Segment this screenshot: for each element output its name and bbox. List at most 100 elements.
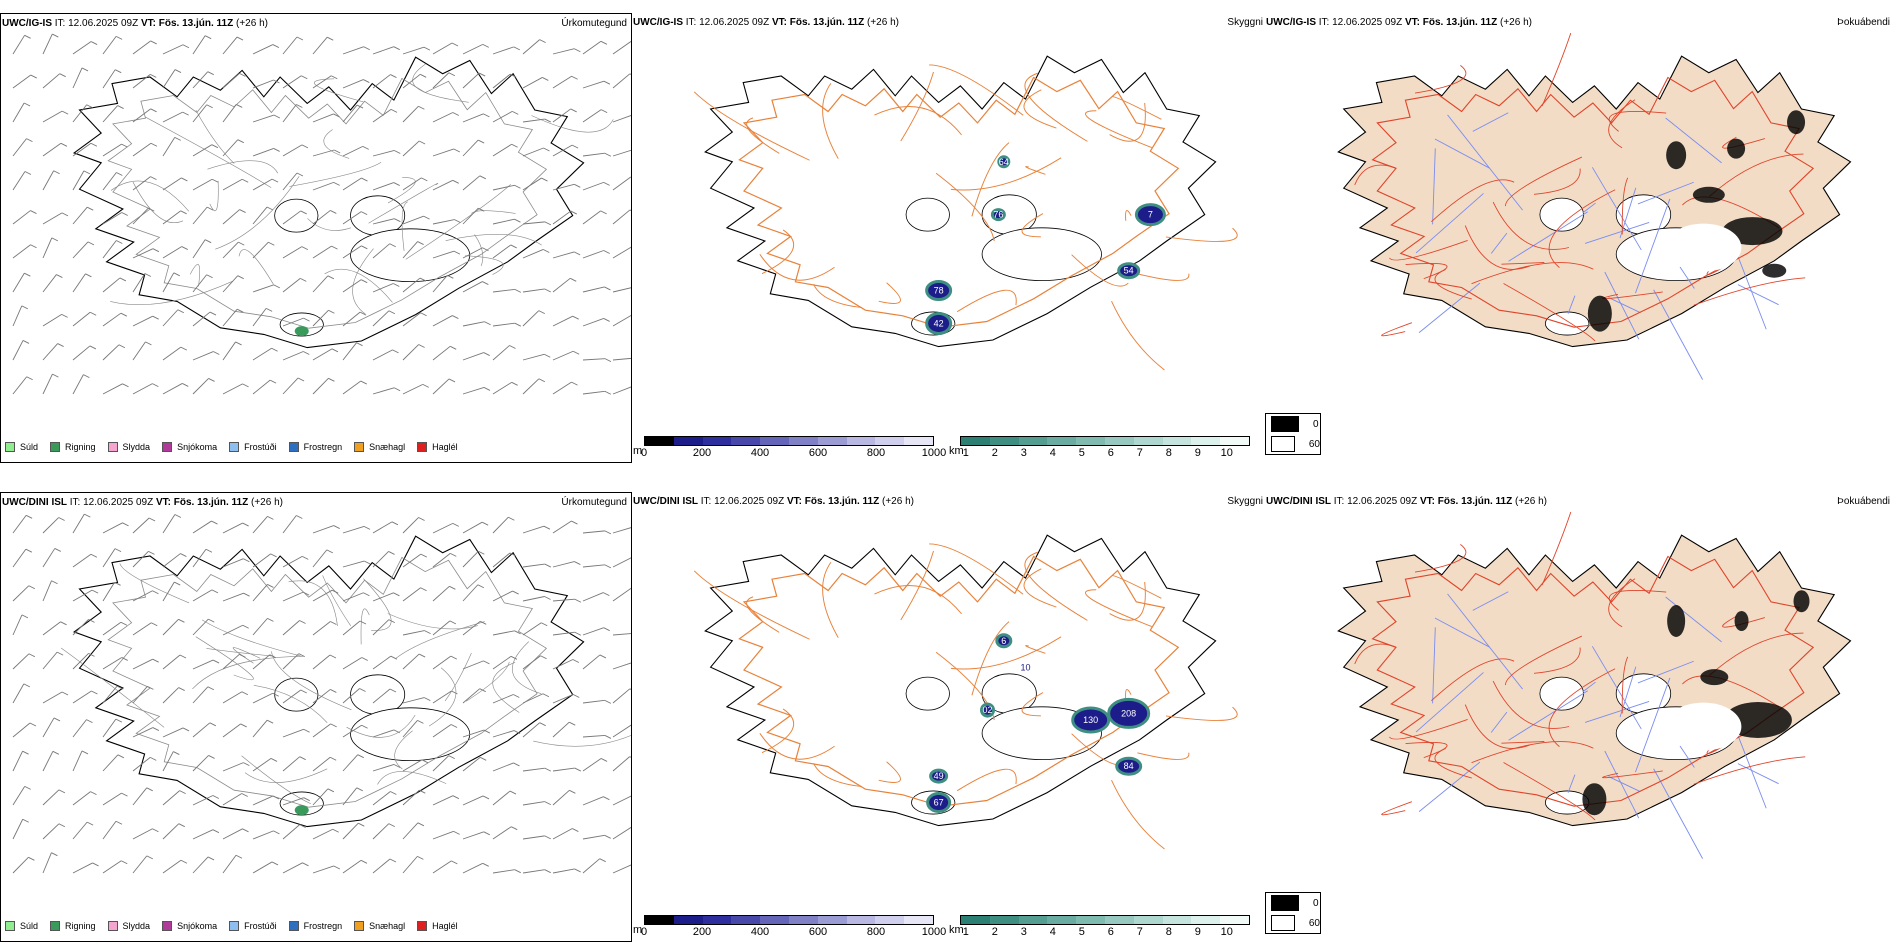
wind-barb [102, 35, 123, 55]
wind-barb [192, 311, 217, 327]
wind-barb [252, 206, 274, 225]
wind-barb [312, 865, 341, 874]
panel-title: UWC/IG-IS IT: 12.06.2025 09Z VT: Fös. 13… [1266, 17, 1532, 28]
wind-barb [12, 722, 37, 738]
wind-barb [252, 79, 280, 89]
wind-barb [612, 756, 631, 772]
wind-barb [552, 210, 577, 225]
wind-barb [132, 341, 152, 361]
road-segment [1541, 511, 1572, 586]
wind-barb [252, 654, 276, 670]
colorbar-tick: 8 [1165, 447, 1172, 459]
legend-swatch [5, 921, 15, 931]
river-network [1415, 591, 1779, 859]
wind-barb [372, 243, 396, 259]
wind-barb [132, 658, 159, 670]
wind-barb [132, 685, 154, 704]
field-name: Skyggni [1227, 17, 1263, 28]
wind-barb [192, 829, 220, 840]
river [1653, 289, 1704, 380]
wind-barb [342, 787, 363, 806]
wind-barb [582, 564, 612, 569]
legend-item: Haglél [417, 442, 458, 452]
road-segment [363, 578, 392, 631]
road-segment [288, 580, 338, 626]
wind-barb [312, 181, 340, 191]
wind-barb [312, 549, 333, 568]
river [1665, 596, 1722, 643]
wind-barb [432, 655, 458, 670]
road-segment [1709, 632, 1804, 676]
wind-barb [12, 585, 36, 602]
colorbar-tick: 600 [808, 447, 828, 459]
legend-label: Snæhagl [369, 442, 406, 452]
wind-barb [12, 653, 36, 670]
river [1635, 198, 1671, 294]
wind-barb [582, 734, 612, 739]
legend-item: Súld [5, 442, 38, 452]
wind-barb [522, 835, 551, 840]
clear-area [1665, 702, 1742, 751]
wind-barb [582, 592, 610, 602]
wind-barb [462, 175, 487, 191]
wind-barb [252, 347, 278, 361]
wind-barb [282, 377, 305, 395]
road-segment [1608, 110, 1667, 132]
river [1582, 202, 1596, 214]
river [1584, 701, 1650, 723]
field-name: Úrkomutegund [561, 497, 627, 508]
wind-barb [72, 67, 89, 89]
wind-barb [462, 113, 490, 123]
wind-barb [12, 138, 33, 157]
river [1447, 593, 1523, 690]
wind-barb [132, 727, 160, 738]
wind-barb [372, 109, 398, 123]
wind-barb [192, 548, 213, 568]
glacier-outline [1544, 311, 1590, 336]
wind-barb [492, 694, 520, 704]
wind-barb [72, 104, 93, 123]
wind-barb [402, 312, 427, 327]
fog-signal-area [1787, 110, 1806, 135]
fog-signal-area [1587, 295, 1612, 332]
road-segment [1021, 213, 1044, 238]
wind-barb [132, 383, 159, 395]
wind-barb [372, 729, 401, 738]
legend-label: Snæhagl [369, 921, 406, 931]
legend-swatch [50, 921, 61, 931]
wind-barb [132, 517, 156, 534]
wind-barb [552, 631, 582, 636]
wind-barb [282, 591, 310, 602]
road-segment [693, 91, 810, 161]
wind-barb [222, 691, 249, 704]
wind-barb [12, 171, 32, 191]
wind-barb [282, 277, 307, 293]
wind-barb [522, 118, 552, 123]
wind-barb [162, 346, 188, 361]
colorbar-tick: 5 [1078, 447, 1085, 459]
road-segment [878, 282, 901, 304]
wind-barb [192, 239, 212, 259]
wind-barb [192, 351, 220, 361]
wind-barb [582, 834, 611, 840]
road-segment [412, 63, 469, 103]
colorbar-tick: 3 [1020, 447, 1027, 459]
road-segment [971, 621, 1010, 696]
wind-barb [312, 149, 341, 157]
wind-barb [42, 823, 66, 840]
low-ceiling-area [1117, 262, 1141, 280]
road-segment [1125, 210, 1132, 221]
wind-barb [312, 309, 335, 327]
legend-item: Snæhagl [354, 921, 405, 931]
road-network [107, 63, 614, 329]
wind-barb [192, 686, 215, 704]
road-segment [271, 651, 352, 711]
low-ceiling-area [990, 208, 1006, 222]
legend-label: Rigning [65, 921, 96, 931]
road-segment [971, 142, 1010, 217]
wind-barb [402, 215, 430, 225]
wind-barb [402, 73, 427, 89]
wind-barb [372, 551, 395, 568]
legend-label: Frostregn [303, 442, 343, 452]
wind-barb [222, 341, 242, 361]
